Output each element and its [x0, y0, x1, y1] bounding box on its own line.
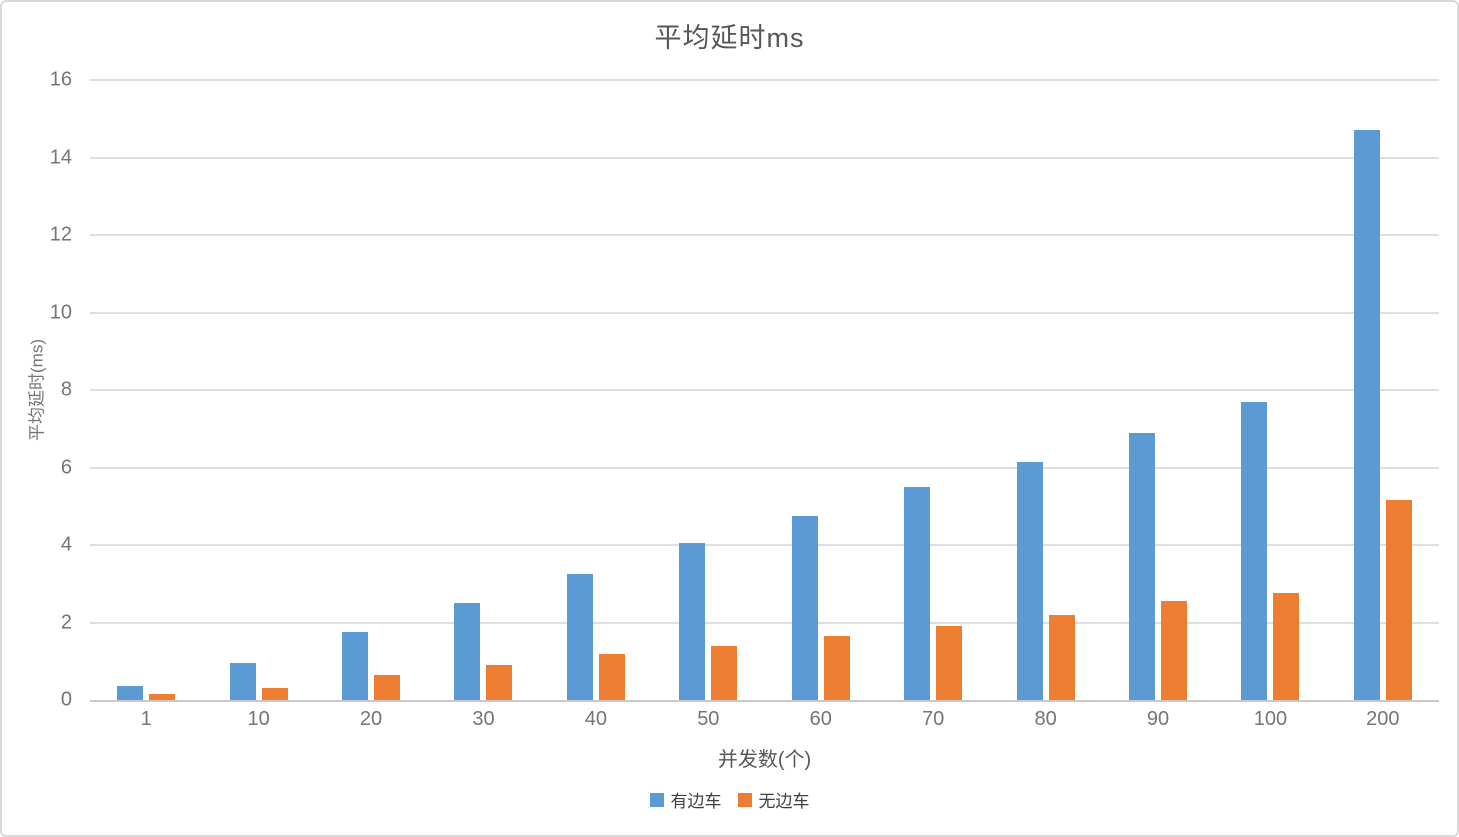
x-tick-label-1: 1 [140, 708, 152, 730]
y-tick-label-6: 6 [60, 456, 72, 478]
bar-group-60 [765, 80, 877, 700]
gridline-2 [90, 621, 1439, 624]
bar-group-30 [427, 80, 539, 700]
y-tick-label-0: 0 [60, 688, 72, 711]
legend-item-without-sidecar: 无边车 [737, 787, 810, 812]
bar-有边车-80 [1016, 461, 1043, 700]
bar-有边车-10 [229, 663, 256, 700]
x-tick-label-70: 70 [922, 708, 945, 730]
bar-无边车-70 [936, 626, 963, 700]
bar-有边车-1 [117, 686, 144, 700]
legend: 有边车 无边车 [2, 787, 1457, 812]
gridline-6 [90, 466, 1439, 469]
bar-无边车-200 [1385, 500, 1412, 700]
bar-group-20 [315, 80, 427, 700]
chart-title: 平均延时ms [654, 23, 805, 53]
x-tick-label-50: 50 [697, 708, 720, 730]
y-tick-label-14: 14 [49, 146, 72, 168]
y-tick-label-4: 4 [60, 533, 72, 556]
bar-有边车-100 [1241, 401, 1268, 700]
y-tick-label-8: 8 [60, 378, 72, 401]
bar-group-70 [877, 80, 989, 700]
y-tick-label-10: 10 [49, 301, 72, 323]
x-tick-label-200: 200 [1366, 708, 1400, 730]
bar-有边车-20 [342, 632, 369, 700]
gridline-16 [90, 79, 1439, 81]
bar-groups [90, 80, 1439, 700]
bar-无边车-30 [486, 665, 513, 700]
bar-无边车-50 [711, 645, 738, 700]
gridline-10 [90, 311, 1439, 314]
x-tick-label-100: 100 [1253, 708, 1288, 730]
x-tick-label-80: 80 [1034, 708, 1057, 730]
gridline-12 [90, 234, 1439, 236]
bar-group-100 [1214, 80, 1326, 700]
x-tick-label-30: 30 [472, 708, 495, 730]
legend-label: 有边车 [670, 792, 722, 811]
bar-无边车-40 [598, 653, 625, 700]
bar-group-80 [989, 80, 1101, 700]
gridline-4 [90, 544, 1439, 546]
bar-group-50 [652, 80, 764, 700]
y-axis-title: 平均延时(ms) [27, 339, 47, 441]
plot-area [90, 79, 1439, 702]
legend-item-with-sidecar: 有边车 [649, 787, 722, 812]
x-tick-label-40: 40 [584, 708, 608, 730]
x-tick-label-90: 90 [1146, 708, 1170, 730]
x-tick-label-10: 10 [247, 708, 270, 730]
bar-有边车-50 [679, 543, 706, 700]
bar-无边车-80 [1048, 614, 1075, 700]
bar-有边车-40 [566, 574, 593, 700]
x-axis-title: 并发数(个) [717, 749, 812, 771]
bar-有边车-70 [904, 486, 931, 700]
x-tick-label-60: 60 [809, 708, 832, 730]
y-tick-label-2: 2 [60, 611, 72, 633]
legend-swatch-orange-icon [737, 792, 752, 807]
bar-有边车-200 [1353, 130, 1380, 700]
gridline-14 [90, 156, 1439, 159]
y-tick-label-16: 16 [49, 68, 72, 91]
legend-swatch-blue-icon [649, 792, 664, 807]
bar-group-200 [1327, 80, 1439, 700]
bar-无边车-90 [1161, 601, 1187, 700]
legend-label: 无边车 [758, 792, 810, 811]
bar-group-10 [202, 80, 314, 700]
bar-无边车-20 [374, 674, 401, 700]
bar-group-90 [1102, 80, 1214, 700]
x-tick-label-20: 20 [359, 708, 383, 730]
y-tick-label-12: 12 [49, 223, 72, 246]
y-axis-labels: 0 2 4 6 8 10 12 14 16 [2, 69, 80, 711]
gridline-8 [90, 389, 1439, 391]
bar-group-40 [540, 80, 652, 700]
bar-有边车-90 [1129, 432, 1155, 700]
bar-无边车-60 [823, 636, 850, 700]
x-axis-labels: 1 10 20 30 40 50 60 70 80 90 100 200 [90, 708, 1439, 731]
bar-无边车-100 [1273, 593, 1300, 700]
bar-有边车-30 [454, 603, 481, 700]
bar-无边车-1 [149, 694, 176, 700]
bar-有边车-60 [791, 515, 818, 700]
bar-group-1 [90, 80, 202, 700]
bar-无边车-10 [261, 688, 288, 700]
